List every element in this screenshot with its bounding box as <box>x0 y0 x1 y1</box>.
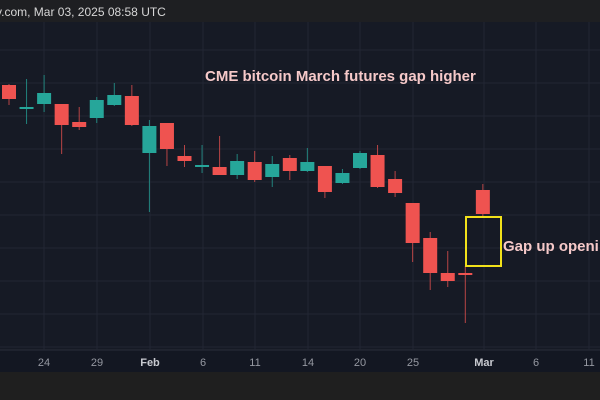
candle <box>159 123 174 166</box>
candle-body <box>89 100 104 118</box>
x-tick-label: 29 <box>91 357 103 369</box>
candle <box>405 203 420 262</box>
x-tick-label: 11 <box>249 357 260 369</box>
candle <box>212 136 227 175</box>
candle-body <box>212 167 227 175</box>
candle <box>335 169 350 184</box>
candle-body <box>300 162 315 171</box>
candle-body <box>458 273 473 275</box>
candle <box>195 145 210 173</box>
x-tick-label: 24 <box>38 357 50 369</box>
candle-body <box>353 153 367 168</box>
candle-body <box>230 161 245 175</box>
candle-body <box>247 162 262 180</box>
candle-body <box>54 104 69 125</box>
candle <box>54 104 69 154</box>
candle-body <box>317 166 332 192</box>
candle-body <box>124 96 139 125</box>
x-axis-band <box>0 350 600 372</box>
candle <box>423 232 438 290</box>
x-tick-label: 20 <box>354 357 366 369</box>
candle-body <box>195 165 210 167</box>
candle <box>124 85 139 126</box>
candle <box>247 151 262 182</box>
x-tick-label: 14 <box>302 357 314 369</box>
candle <box>37 75 52 112</box>
candle-body <box>142 126 157 153</box>
candle-body <box>335 173 350 183</box>
candle <box>177 145 192 167</box>
candle <box>370 145 385 188</box>
candle <box>440 251 455 287</box>
candle <box>388 171 403 197</box>
candle-body <box>37 93 52 104</box>
x-axis-ticks: 24 29 Feb 6 11 14 20 25 Mar 6 11 <box>38 357 595 369</box>
candle-body <box>405 203 420 243</box>
candle-body <box>475 190 490 214</box>
candle-body <box>282 158 297 171</box>
candle <box>142 120 157 212</box>
plot-background <box>0 22 600 350</box>
chart-title: CME bitcoin March futures gap higher <box>205 68 476 85</box>
x-tick-label: Mar <box>474 357 494 369</box>
x-tick-label: 6 <box>200 357 206 369</box>
x-tick-label: 11 <box>583 357 594 369</box>
candle <box>19 79 34 124</box>
candle <box>300 148 315 172</box>
x-tick-label: 25 <box>407 357 419 369</box>
candlestick-chart: 24 29 Feb 6 11 14 20 25 Mar 6 11 CME bitcoin March… <box>0 16 600 372</box>
candle <box>282 155 297 180</box>
candle-body <box>72 122 87 127</box>
candle <box>265 156 280 187</box>
candle-body <box>370 155 385 187</box>
candle <box>72 107 87 130</box>
candle <box>317 166 332 198</box>
candle <box>230 154 245 179</box>
chart-area: 24 29 Feb 6 11 14 20 25 Mar 6 11 CME bitcoin March… <box>0 16 600 372</box>
x-tick-label: Feb <box>140 357 160 369</box>
candles <box>2 75 490 323</box>
gap-annotation: Gap up openi <box>503 238 599 255</box>
candle <box>475 184 490 218</box>
candle-body <box>177 156 192 161</box>
header-bar: v.com, Mar 03, 2025 08:58 UTC <box>0 0 600 22</box>
candle-body <box>2 85 16 99</box>
candle <box>107 83 122 106</box>
source-timestamp: v.com, Mar 03, 2025 08:58 UTC <box>0 5 166 19</box>
x-tick-label: 6 <box>533 357 539 369</box>
gap-highlight-box <box>465 216 502 267</box>
candle-body <box>107 95 122 105</box>
candle <box>353 151 367 169</box>
candle-body <box>265 164 280 177</box>
candle-body <box>440 273 455 281</box>
candle <box>2 84 16 105</box>
candle-body <box>423 238 438 273</box>
candle <box>458 266 473 323</box>
candle <box>89 97 104 123</box>
candle-body <box>159 123 174 149</box>
candle-body <box>388 179 403 193</box>
candle-body <box>19 107 34 109</box>
